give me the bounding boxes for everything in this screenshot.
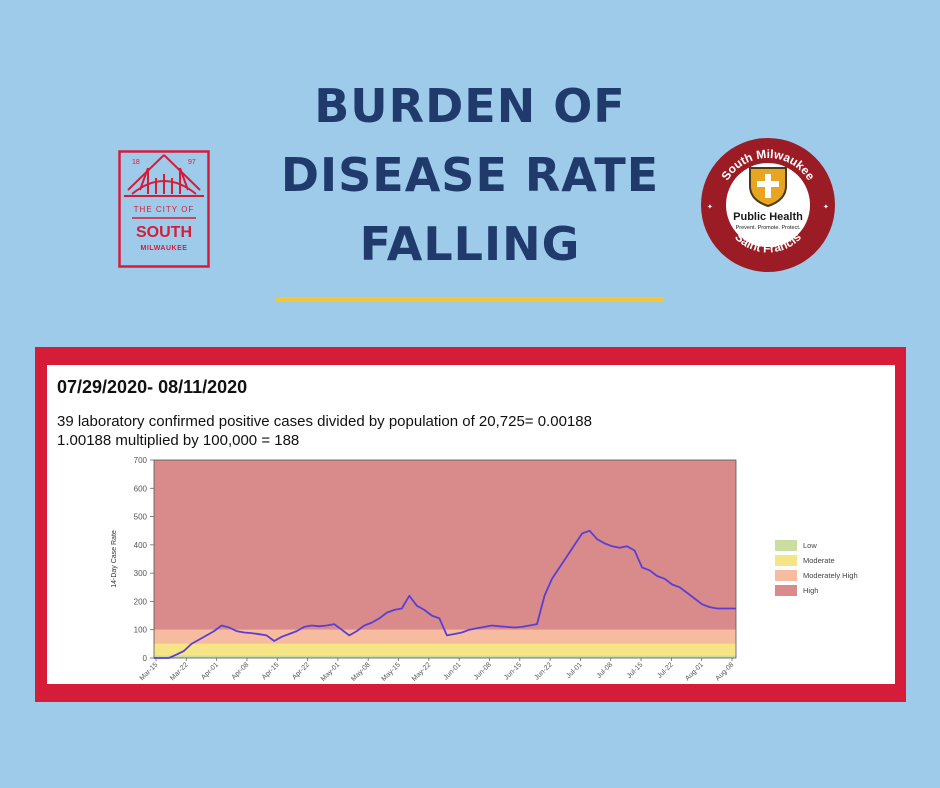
logo-line3: MILWAUKEE xyxy=(141,245,188,252)
x-tick-label: Apr-01 xyxy=(200,661,220,681)
y-tick-label: 100 xyxy=(134,626,148,635)
x-tick-label: Apr-15 xyxy=(261,661,281,681)
x-tick-label: Jul-08 xyxy=(596,661,615,680)
public-health-seal: South Milwaukee Saint Francis ✦ ✦ Public… xyxy=(699,136,837,274)
band-moderate xyxy=(154,643,736,656)
band-low xyxy=(154,655,736,658)
bridge-icon xyxy=(124,154,204,197)
band-high xyxy=(154,460,736,630)
x-tick-label: Jun-22 xyxy=(533,661,553,681)
y-tick-label: 0 xyxy=(143,654,148,663)
chart-panel: 07/29/2020- 08/11/2020 39 laboratory con… xyxy=(47,365,895,684)
logo-year-left: 18 xyxy=(132,159,140,166)
y-tick-label: 700 xyxy=(134,456,148,465)
svg-text:✦: ✦ xyxy=(707,203,713,211)
y-tick-label: 200 xyxy=(134,597,148,606)
legend-label: High xyxy=(803,586,818,595)
series-line xyxy=(154,529,736,659)
seal-center-line2: Prevent. Promote. Protect. xyxy=(736,225,801,231)
x-tick-label: Mar-15 xyxy=(139,661,160,682)
logo-line1: THE CITY OF xyxy=(134,205,195,214)
y-tick-label: 400 xyxy=(134,541,148,550)
legend-label: Moderate xyxy=(803,556,835,565)
x-tick-label: Jun-01 xyxy=(442,661,462,681)
x-tick-label: Aug-01 xyxy=(684,661,705,682)
x-tick-label: Apr-08 xyxy=(231,661,251,681)
legend-label: Moderately High xyxy=(803,571,858,580)
x-tick-label: Mar-22 xyxy=(169,661,190,682)
x-tick-label: Jul-01 xyxy=(565,661,584,680)
x-tick-label: Jun-08 xyxy=(473,661,493,681)
y-axis-label: 14-Day Case Rate xyxy=(111,530,118,588)
shield-icon xyxy=(749,167,787,208)
logo-year-right: 97 xyxy=(188,159,196,166)
plot-border xyxy=(153,459,737,659)
title-line-1: BURDEN OF xyxy=(314,79,626,133)
legend-swatch xyxy=(775,570,797,581)
y-tick-label: 300 xyxy=(134,569,148,578)
x-tick-label: May-22 xyxy=(411,661,433,683)
chart-title: 07/29/2020- 08/11/2020 xyxy=(57,377,248,397)
chart-subtitle-1: 39 laboratory confirmed positive cases d… xyxy=(57,413,592,430)
x-tick-label: Apr-22 xyxy=(291,661,311,681)
title-underline xyxy=(276,297,664,302)
legend-swatch xyxy=(775,540,797,551)
band-moderately-high xyxy=(154,629,736,644)
logo-line2: SOUTH xyxy=(136,224,192,241)
chart-subtitle-2: 1.00188 multiplied by 100,000 = 188 xyxy=(57,432,300,449)
svg-text:✦: ✦ xyxy=(823,203,829,211)
title-line-3: FALLING xyxy=(359,217,581,271)
line-chart: 0 100 200 300 400 500 600 700 14-Day Case Rate Ma… xyxy=(111,456,858,683)
city-logo: 18 97 THE CITY OF SOUTH MILWAUKEE xyxy=(118,150,210,268)
x-tick-label: Jun-15 xyxy=(503,661,523,681)
legend-label: Low xyxy=(803,541,817,550)
page-title: BURDEN OF DISEASE RATE FALLING xyxy=(250,72,690,279)
x-tick-label: Aug-08 xyxy=(714,661,735,682)
x-tick-label: May-08 xyxy=(350,661,372,683)
x-tick-label: Jul-15 xyxy=(626,661,645,680)
chart-frame: 07/29/2020- 08/11/2020 39 laboratory con… xyxy=(35,347,906,702)
title-line-2: DISEASE RATE xyxy=(280,148,660,202)
y-tick-label: 500 xyxy=(134,513,148,522)
legend-swatch xyxy=(775,585,797,596)
y-tick-label: 600 xyxy=(134,484,148,493)
x-tick-label: Jul-22 xyxy=(656,661,675,680)
x-tick-label: May-15 xyxy=(380,661,402,683)
x-tick-label: May-01 xyxy=(320,661,342,683)
seal-center-line1: Public Health xyxy=(733,211,803,223)
legend-swatch xyxy=(775,555,797,566)
